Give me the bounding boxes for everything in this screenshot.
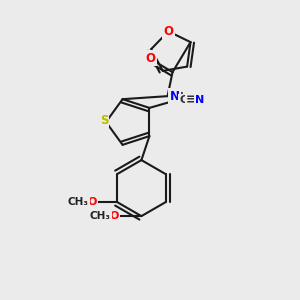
Text: C: C — [179, 95, 188, 105]
Text: ≡: ≡ — [186, 93, 197, 106]
Text: CH₃: CH₃ — [68, 197, 89, 207]
Text: O: O — [110, 211, 119, 221]
Text: S: S — [100, 115, 108, 128]
Text: H: H — [180, 92, 189, 102]
Text: CH₃: CH₃ — [90, 211, 111, 221]
Text: N: N — [195, 95, 204, 105]
Text: O: O — [88, 197, 97, 207]
Text: O: O — [146, 52, 155, 64]
Text: O: O — [164, 25, 173, 38]
Text: N: N — [169, 90, 179, 103]
